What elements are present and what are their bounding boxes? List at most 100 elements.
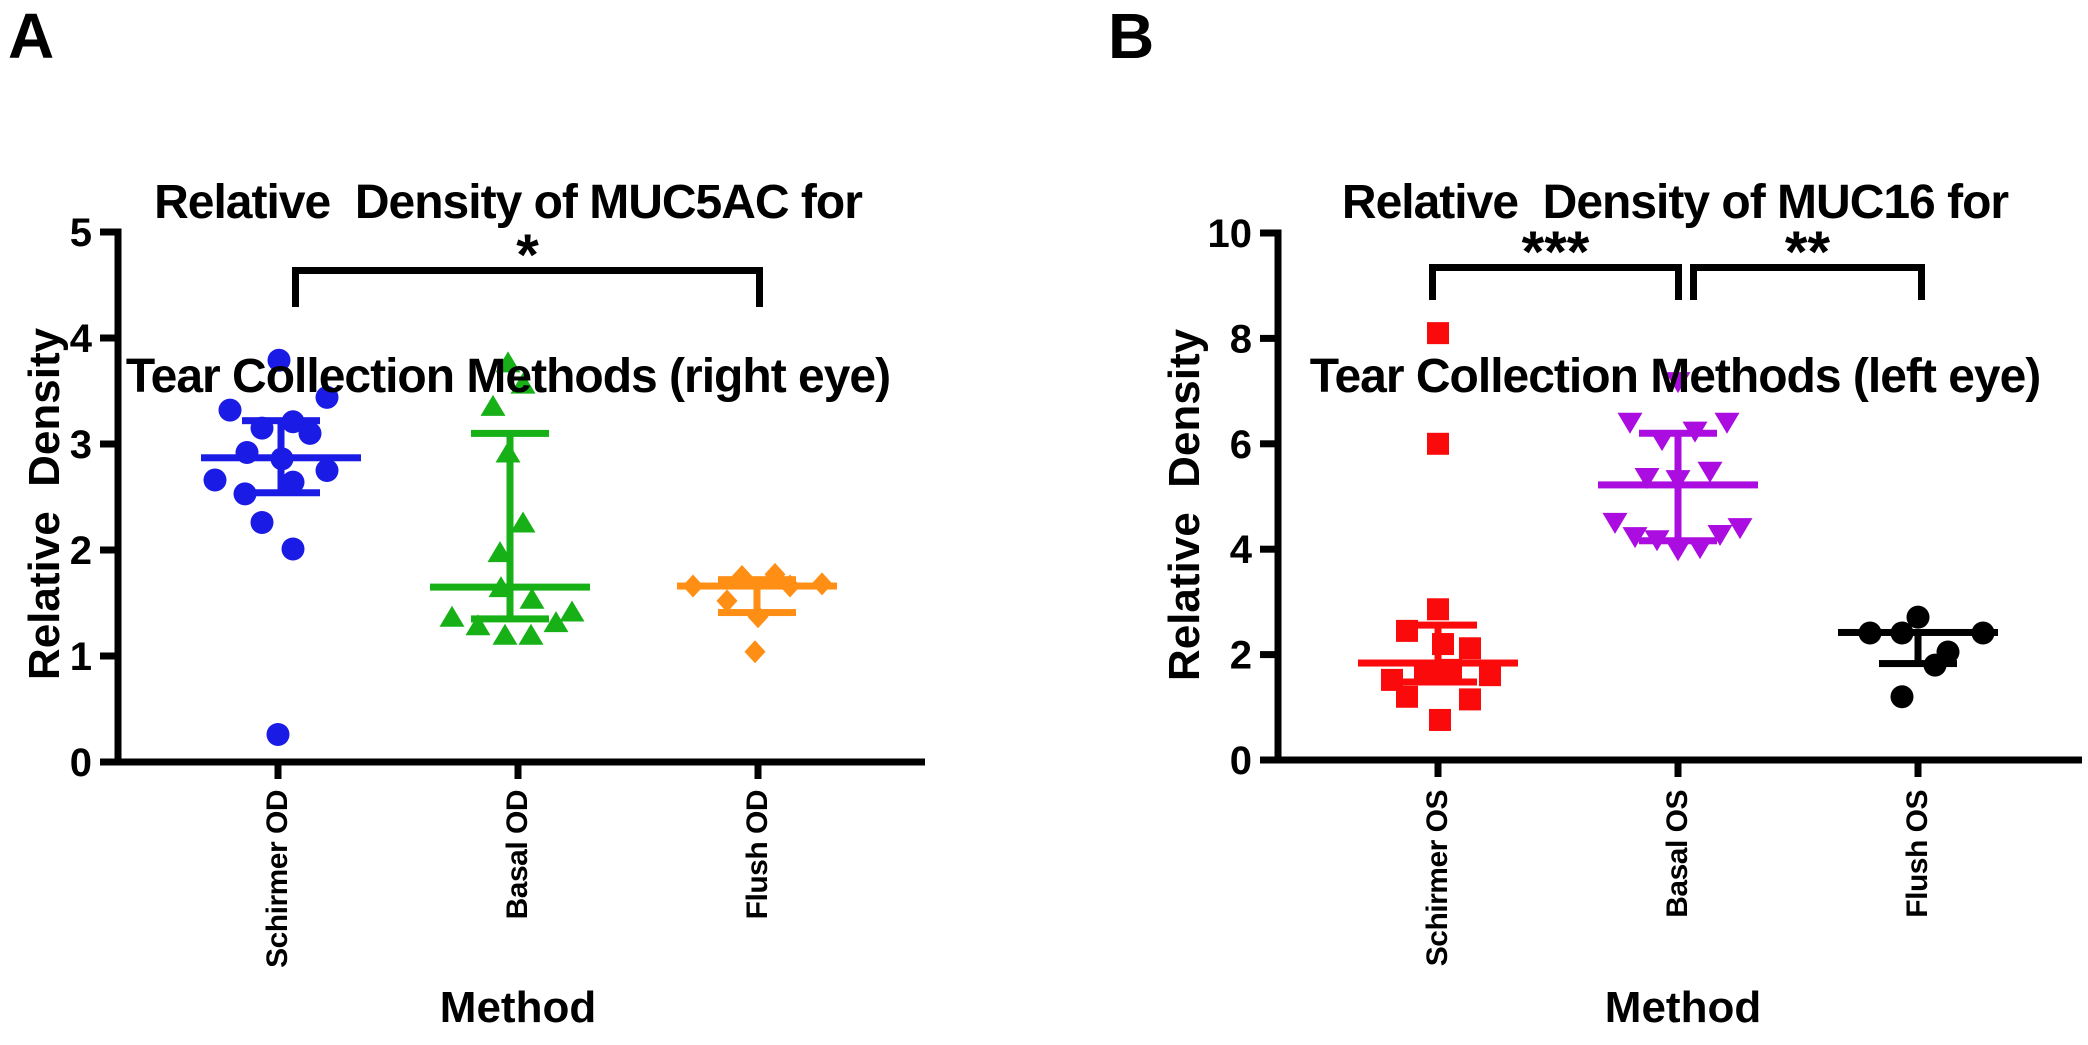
median-line [1838,628,1998,636]
y-tick-label: 6 [1230,423,1252,467]
y-tick-mark [1260,440,1278,448]
y-tick-mark [1260,545,1278,553]
data-point-triangle-up [510,372,536,394]
data-point-square [1396,685,1418,708]
data-point-square [1459,688,1481,711]
panel-a-title: Relative Density of MUC5AC for Tear Coll… [88,58,928,522]
y-tick-label: 8 [1230,317,1252,361]
panel-b-title-line2: Tear Collection Methods (left eye) [1309,350,2042,403]
median-line [677,582,837,590]
error-bar-vertical [506,433,514,619]
x-tick-mark [1914,760,1922,777]
data-point-circle [298,421,322,445]
significance-bracket-right [756,267,763,307]
panel-b-y-axis-title: Relative Density [1160,328,1209,682]
data-point-triangle-up [439,605,465,627]
data-point-diamond [716,589,738,613]
median-line [1598,481,1758,489]
y-tick-label: 2 [70,529,92,573]
panel-a-x-axis-title: Method [439,983,597,1032]
error-bar-cap-lower [1879,660,1957,668]
error-bar-cap-lower [471,615,549,623]
significance-bracket-left [1690,264,1697,300]
y-tick-mark [1260,756,1278,764]
data-point-square [1479,664,1501,687]
panel-b-title-line1: Relative Density of MUC16 for [1341,176,2009,229]
data-point-circle [218,398,242,422]
data-point-square [1429,708,1451,731]
data-point-circle [1890,685,1914,709]
panel-b-category-basal: Basal OS [1661,790,1694,918]
data-point-circle [315,385,339,409]
data-point-triangle-up [510,511,536,533]
significance-bracket-right [1675,264,1682,300]
panel-b-category-schirmer: Schirmer OS [1421,790,1454,967]
panel-a-category-schirmer: Schirmer OD [261,790,294,968]
error-bar-cap-lower [1399,678,1477,686]
data-point-triangle-down [1665,372,1691,394]
panel-a-y-axis-title: Relative Density [20,327,69,681]
significance-bracket-left [1429,264,1436,300]
data-point-circle [267,348,291,372]
error-bar-cap-upper [1639,429,1717,437]
data-point-diamond [744,640,766,664]
data-point-circle [266,722,290,746]
significance-bracket-right [1918,264,1925,300]
data-point-triangle-down [1602,512,1628,534]
data-point-triangle-up [465,614,491,636]
data-point-triangle-down [1707,524,1733,546]
data-point-triangle-up [495,351,521,373]
y-tick-mark [1260,229,1278,237]
y-tick-label: 5 [70,211,92,255]
y-tick-mark [100,334,118,342]
panel-a-title-line1: Relative Density of MUC5AC for [154,176,863,229]
median-line [430,583,590,591]
x-tick-mark [1434,760,1442,777]
data-point-triangle-up [487,541,513,563]
significance-label: *** [1522,220,1590,285]
data-point-triangle-down [1617,412,1643,434]
data-point-square [1427,322,1449,345]
error-bar-vertical [1434,625,1442,683]
y-tick-label: 2 [1230,634,1252,678]
panel-a-title-line2: Tear Collection Methods (right eye) [125,350,891,403]
data-point-circle [281,470,305,494]
error-bar-cap-upper [471,429,549,437]
significance-bracket-bar [1429,264,1682,271]
panel-letter-b: B [1108,0,1155,72]
data-point-triangle-up [492,623,518,645]
data-point-triangle-up [543,611,569,633]
y-axis-line [114,228,122,766]
data-point-triangle-down [1727,518,1753,540]
y-tick-label: 4 [70,317,93,361]
y-axis-line [1274,229,1282,764]
data-point-circle [1906,605,1930,629]
data-point-square [1459,637,1481,660]
panel-b-category-flush: Flush OS [1901,790,1934,918]
y-tick-mark [1260,651,1278,659]
data-point-triangle-up [519,587,545,609]
data-point-circle [250,510,274,534]
y-tick-label: 3 [70,423,92,467]
median-line [201,454,361,462]
data-point-triangle-up [518,623,544,645]
data-point-square [1427,598,1449,621]
y-tick-mark [100,440,118,448]
panel-letter-a: A [8,0,55,72]
panel-a-category-basal: Basal OD [501,790,534,920]
significance-bracket-bar [292,267,763,274]
panel-b-x-axis-title: Method [1604,983,1762,1032]
y-tick-mark [100,228,118,236]
panel-a-category-flush: Flush OD [741,790,774,920]
significance-bracket-bar [1690,264,1925,271]
error-bar-vertical [753,579,761,613]
error-bar-cap-upper [242,417,320,425]
data-point-triangle-down [1622,527,1648,549]
y-tick-label: 0 [1230,739,1252,783]
panel-b-title: Relative Density of MUC16 for Tear Colle… [1255,58,2088,522]
x-tick-mark [274,762,282,779]
error-bar-cap-lower [1639,537,1717,545]
data-point-triangle-down [1634,468,1660,490]
